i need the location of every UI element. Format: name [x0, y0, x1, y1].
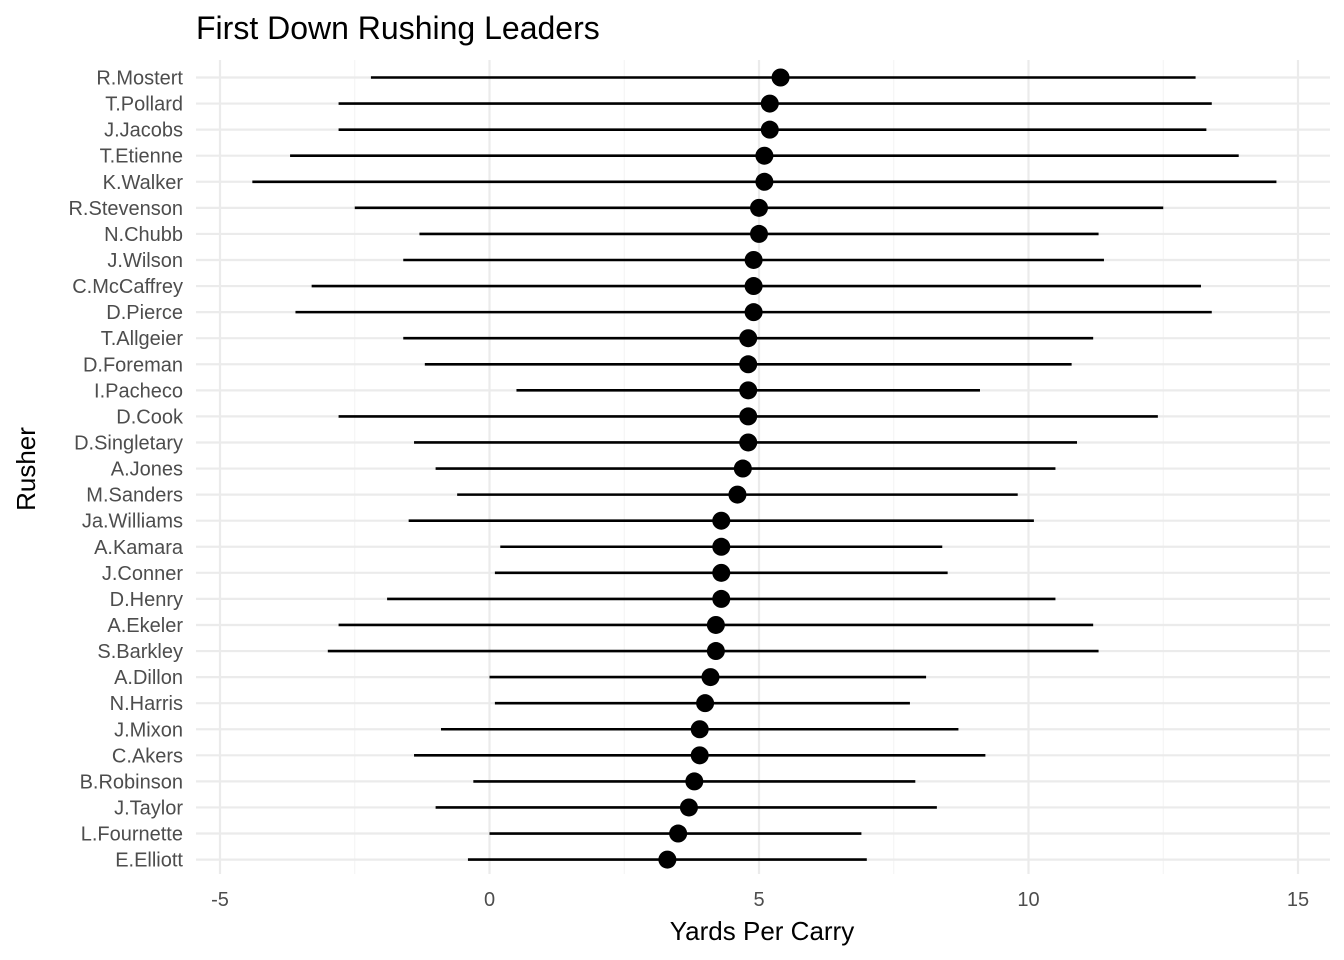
y-tick-label: M.Sanders [86, 485, 183, 507]
x-axis-title: Yards Per Carry [670, 916, 854, 946]
y-tick-label: C.McCaffrey [72, 276, 183, 298]
mean-point [707, 616, 725, 634]
y-tick-label: N.Chubb [104, 224, 183, 246]
mean-point [761, 121, 779, 139]
mean-point [745, 303, 763, 321]
y-tick-label: A.Dillon [114, 667, 183, 689]
y-tick-label: A.Jones [111, 459, 183, 481]
y-tick-label: E.Elliott [115, 850, 183, 872]
mean-point [669, 825, 687, 843]
y-tick-label: J.Conner [102, 563, 183, 585]
mean-point [739, 355, 757, 373]
chart-title: First Down Rushing Leaders [196, 10, 600, 46]
mean-point [712, 590, 730, 608]
x-tick-label: 0 [484, 889, 495, 911]
mean-point [658, 851, 676, 869]
y-tick-label: D.Henry [110, 589, 183, 611]
mean-point [712, 564, 730, 582]
mean-point [750, 199, 768, 217]
y-tick-label: J.Taylor [114, 797, 183, 819]
y-axis-title: Rusher [11, 427, 41, 511]
y-tick-label: T.Pollard [105, 94, 183, 116]
y-tick-label: T.Allgeier [101, 328, 184, 350]
mean-point [739, 407, 757, 425]
mean-point [685, 772, 703, 790]
y-tick-label: C.Akers [112, 745, 183, 767]
mean-point [745, 251, 763, 269]
y-tick-label: J.Jacobs [104, 120, 183, 142]
mean-point [712, 512, 730, 530]
y-tick-label: D.Cook [116, 406, 184, 428]
y-tick-label: R.Stevenson [68, 198, 183, 220]
mean-point [701, 668, 719, 686]
mean-point [691, 746, 709, 764]
y-tick-label: A.Kamara [94, 537, 184, 559]
y-tick-label: R.Mostert [96, 68, 183, 90]
mean-point [739, 433, 757, 451]
mean-point [691, 720, 709, 738]
y-tick-label: D.Pierce [106, 302, 183, 324]
mean-point [712, 538, 730, 556]
y-tick-label: J.Mixon [114, 719, 183, 741]
x-tick-label: 5 [753, 889, 764, 911]
mean-point [739, 381, 757, 399]
y-tick-label: I.Pacheco [94, 380, 183, 402]
mean-point [739, 329, 757, 347]
y-tick-label: S.Barkley [97, 641, 183, 663]
mean-point [696, 694, 714, 712]
y-tick-label: Ja.Williams [82, 511, 183, 533]
y-tick-label: T.Etienne [100, 146, 183, 168]
x-tick-label: -5 [211, 889, 229, 911]
mean-point [734, 460, 752, 478]
y-tick-label: D.Singletary [74, 432, 183, 454]
mean-point [772, 69, 790, 87]
y-tick-label: B.Robinson [80, 771, 183, 793]
mean-point [755, 173, 773, 191]
mean-point [761, 95, 779, 113]
y-tick-label: D.Foreman [83, 354, 183, 376]
x-tick-label: 10 [1017, 889, 1039, 911]
mean-point [707, 642, 725, 660]
mean-point [750, 225, 768, 243]
x-axis-tick-labels: -5 0 5 10 15 [211, 889, 1309, 911]
y-tick-label: K.Walker [103, 172, 184, 194]
x-tick-label: 15 [1287, 889, 1309, 911]
mean-point [728, 486, 746, 504]
mean-point [755, 147, 773, 165]
mean-point [745, 277, 763, 295]
y-tick-label: J.Wilson [107, 250, 183, 272]
y-tick-label: N.Harris [110, 693, 183, 715]
y-tick-label: A.Ekeler [107, 615, 183, 637]
y-axis-tick-labels: R.Mostert T.Pollard J.Jacobs T.Etienne K.Wal… [68, 68, 184, 872]
y-tick-label: L.Fournette [81, 824, 183, 846]
mean-point [680, 798, 698, 816]
